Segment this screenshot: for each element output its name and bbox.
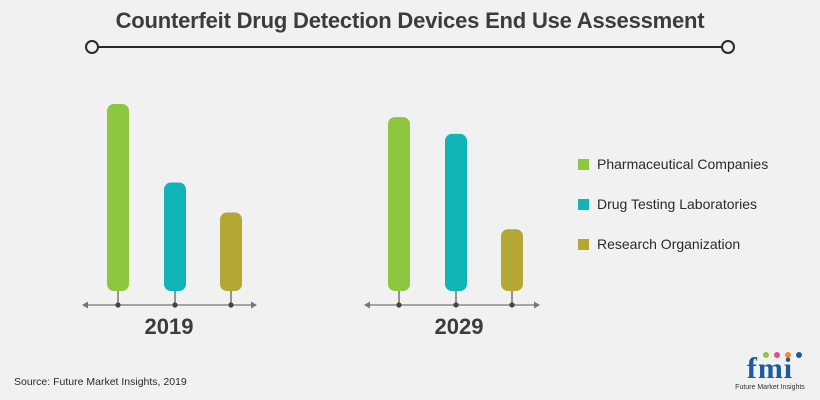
legend-swatch-drug-testing bbox=[578, 198, 589, 210]
axis-tick-pharmaceutical-companies-2019 bbox=[115, 302, 121, 308]
logo-mark: fmi bbox=[746, 352, 794, 385]
legend-item-drug-testing: Drug Testing Laboratories bbox=[578, 194, 768, 214]
logo-dots-icon bbox=[763, 352, 802, 358]
axis-arrow-left-2029 bbox=[364, 301, 370, 309]
axis-tick-research-organization-2019 bbox=[228, 302, 234, 308]
legend-label-drug-testing: Drug Testing Laboratories bbox=[597, 196, 758, 212]
axis-arrow-right-2019 bbox=[251, 301, 257, 309]
logo-tagline: Future Market Insights bbox=[735, 384, 805, 391]
bar-research-organization-2019 bbox=[220, 212, 242, 291]
legend-label-research: Research Organization bbox=[597, 236, 741, 252]
chart-title: Counterfeit Drug Detection Devices End U… bbox=[115, 8, 705, 33]
fmi-logo: fmi Future Market Insights bbox=[728, 350, 812, 394]
bar-pharmaceutical-companies-2029 bbox=[388, 117, 410, 291]
category-label-2019: 2019 bbox=[145, 314, 194, 339]
bar-drug-testing-laboratories-2019 bbox=[164, 182, 186, 291]
axis-tick-drug-testing-laboratories-2019 bbox=[172, 302, 178, 308]
title-line-right-dot bbox=[721, 40, 735, 54]
source-note: Source: Future Market Insights, 2019 bbox=[14, 376, 187, 388]
legend-swatch-research bbox=[578, 238, 589, 250]
bar-pharmaceutical-companies-2019 bbox=[107, 104, 129, 291]
axis-tick-research-organization-2029 bbox=[509, 302, 515, 308]
category-label-2029: 2029 bbox=[435, 314, 484, 339]
axis-arrow-left-2019 bbox=[82, 301, 88, 309]
axis-tick-pharmaceutical-companies-2029 bbox=[396, 302, 402, 308]
bar-drug-testing-laboratories-2029 bbox=[445, 133, 467, 291]
legend: Pharmaceutical Companies Drug Testing La… bbox=[578, 154, 768, 274]
axis-tick-drug-testing-laboratories-2029 bbox=[453, 302, 459, 308]
legend-item-research: Research Organization bbox=[578, 234, 768, 254]
title-line-left-dot bbox=[85, 40, 99, 54]
legend-label-pharmaceutical: Pharmaceutical Companies bbox=[597, 156, 769, 172]
bar-research-organization-2029 bbox=[501, 229, 523, 291]
legend-swatch-pharmaceutical bbox=[578, 158, 589, 170]
legend-item-pharmaceutical: Pharmaceutical Companies bbox=[578, 154, 768, 174]
axis-arrow-right-2029 bbox=[534, 301, 540, 309]
